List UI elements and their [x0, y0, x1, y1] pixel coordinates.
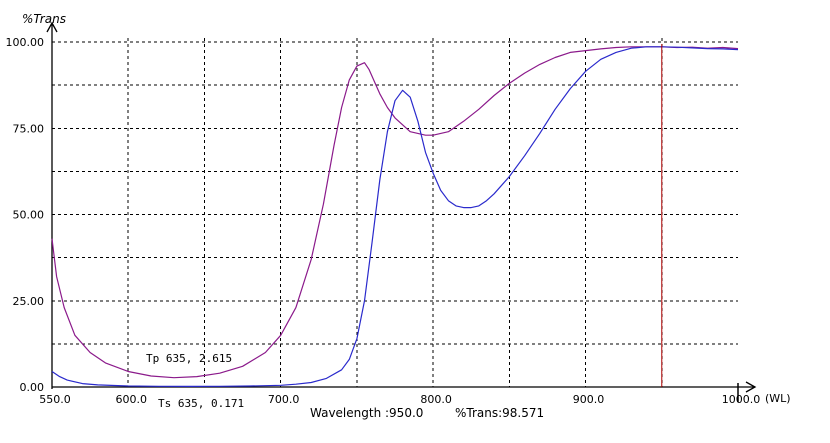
x-tick-label: 700.0 [268, 393, 300, 406]
y-tick-label: 50.00 [13, 209, 45, 222]
x-axis-label: (WL) [765, 392, 791, 405]
x-axis-arrow [745, 381, 757, 393]
x-tick-label: 1000.0 [722, 393, 761, 406]
x-tick-labels: 550.0 600.0 700.0 800.0 900.0 1000.0 [39, 393, 760, 406]
series-lines [51, 46, 739, 387]
trans-readout: %Trans:98.571 [455, 406, 544, 420]
y-tick-label: 25.00 [13, 295, 45, 308]
y-tick-labels: 0.00 25.00 50.00 75.00 100.00 [6, 36, 45, 394]
y-axis-arrow [46, 21, 58, 33]
x-tick-label: 900.0 [573, 393, 605, 406]
x-tick-label: 600.0 [115, 393, 147, 406]
series-line-2 [51, 46, 739, 387]
y-axis-label: %Trans [22, 12, 66, 26]
x-tick-label: 550.0 [39, 393, 71, 406]
series-line-1 [51, 46, 739, 379]
point-annotation: Ts 635, 0.171 [158, 397, 244, 410]
y-tick-label: 0.00 [20, 381, 45, 394]
axes [46, 21, 757, 402]
annotations: Tp 635, 2.615 Ts 635, 0.171 [146, 352, 244, 410]
grid-lines [52, 38, 738, 387]
x-tick-label: 800.0 [420, 393, 452, 406]
wavelength-readout: Wavelength :950.0 [310, 406, 423, 420]
y-tick-label: 100.00 [6, 36, 45, 49]
point-annotation: Tp 635, 2.615 [146, 352, 232, 365]
y-tick-label: 75.00 [13, 122, 45, 135]
